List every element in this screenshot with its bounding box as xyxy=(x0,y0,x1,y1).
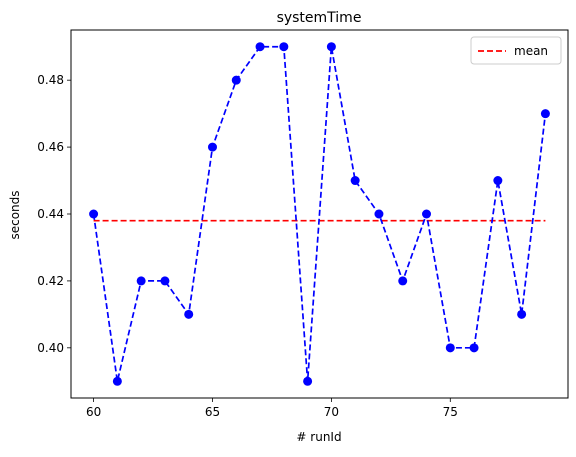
data-point xyxy=(422,209,432,219)
data-point xyxy=(184,309,194,319)
y-tick-label: 0.46 xyxy=(37,140,64,154)
y-tick-label: 0.48 xyxy=(37,73,64,87)
data-point xyxy=(255,42,265,52)
y-tick-label: 0.42 xyxy=(37,274,64,288)
plot-frame xyxy=(70,29,569,399)
data-point xyxy=(207,142,217,152)
axis-ticks: 60 65 70 75 0.40 0.42 0.44 0.46 0.48 xyxy=(37,73,458,419)
data-point xyxy=(326,42,336,52)
data-point xyxy=(136,276,146,286)
data-point xyxy=(469,343,479,353)
data-point xyxy=(160,276,170,286)
x-axis-label: # runId xyxy=(296,430,341,444)
chart-title: systemTime xyxy=(277,10,362,26)
data-point xyxy=(398,276,408,286)
x-tick-label: 65 xyxy=(205,405,220,419)
data-point xyxy=(112,376,122,386)
plot-series xyxy=(89,42,550,386)
legend-mean-label: mean xyxy=(514,44,548,58)
data-point xyxy=(279,42,289,52)
x-tick-label: 70 xyxy=(324,405,339,419)
data-point xyxy=(374,209,384,219)
y-tick-label: 0.44 xyxy=(37,207,64,221)
y-tick-label: 0.40 xyxy=(37,341,64,355)
data-point xyxy=(350,176,360,186)
data-point xyxy=(445,343,455,353)
y-axis-label: seconds xyxy=(8,190,22,239)
data-point xyxy=(303,376,313,386)
data-point xyxy=(517,309,527,319)
x-tick-label: 75 xyxy=(443,405,458,419)
x-tick-label: 60 xyxy=(86,405,101,419)
data-point xyxy=(231,75,241,85)
data-point xyxy=(89,209,99,219)
data-point xyxy=(493,176,503,186)
legend: mean xyxy=(470,36,562,65)
data-point xyxy=(540,109,550,119)
legend-box xyxy=(470,36,562,65)
